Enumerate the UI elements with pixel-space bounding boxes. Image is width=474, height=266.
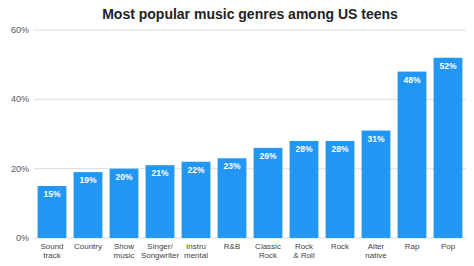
bar (290, 141, 319, 238)
grid (34, 30, 466, 238)
x-tick-label: Singer/Songwriter (141, 242, 180, 260)
y-tick-label: 40% (11, 94, 29, 104)
data-label: 26% (259, 151, 276, 161)
y-tick-label: 60% (11, 25, 29, 35)
x-tick-label: Rock (331, 242, 350, 251)
chart-title: Most popular music genres among US teens (102, 6, 398, 22)
bar (326, 141, 355, 238)
grid-line (34, 30, 466, 31)
y-tick-label: 20% (11, 164, 29, 174)
x-tick-label: Soundtrack (40, 242, 63, 260)
x-tick-label: Country (74, 242, 102, 251)
bar (74, 172, 103, 238)
bar (398, 72, 427, 238)
x-tick-label: Rock& Roll (293, 242, 315, 260)
bar (218, 158, 247, 238)
data-label: 20% (115, 172, 132, 182)
x-tick-label: Rap (405, 242, 420, 251)
bar (434, 58, 463, 238)
data-label: 52% (439, 61, 456, 71)
bar (146, 165, 175, 238)
data-label: 21% (151, 168, 168, 178)
bar (182, 162, 211, 238)
y-tick-label: 0% (16, 233, 29, 243)
data-label: 22% (187, 165, 204, 175)
data-label: 19% (79, 175, 96, 185)
data-label: 28% (331, 144, 348, 154)
data-label: 28% (295, 144, 312, 154)
bars (38, 58, 463, 238)
x-tick-label: Instrumental (184, 242, 208, 260)
bar (110, 169, 139, 238)
bar (362, 131, 391, 238)
x-tick-label: Pop (441, 242, 456, 251)
chart-container: Most popular music genres among US teens… (0, 0, 474, 266)
bar (254, 148, 283, 238)
data-label: 23% (223, 161, 240, 171)
x-tick-label: R&B (224, 242, 240, 251)
x-tick-label: Showmusic (114, 242, 135, 260)
data-label: 31% (367, 134, 384, 144)
data-label: 48% (403, 75, 420, 85)
chart-svg: Most popular music genres among US teens… (0, 0, 474, 266)
data-label: 15% (43, 189, 60, 199)
x-tick-label: Alternative (365, 242, 387, 260)
bar (38, 186, 67, 238)
x-tick-label: ClassicRock (255, 242, 281, 260)
